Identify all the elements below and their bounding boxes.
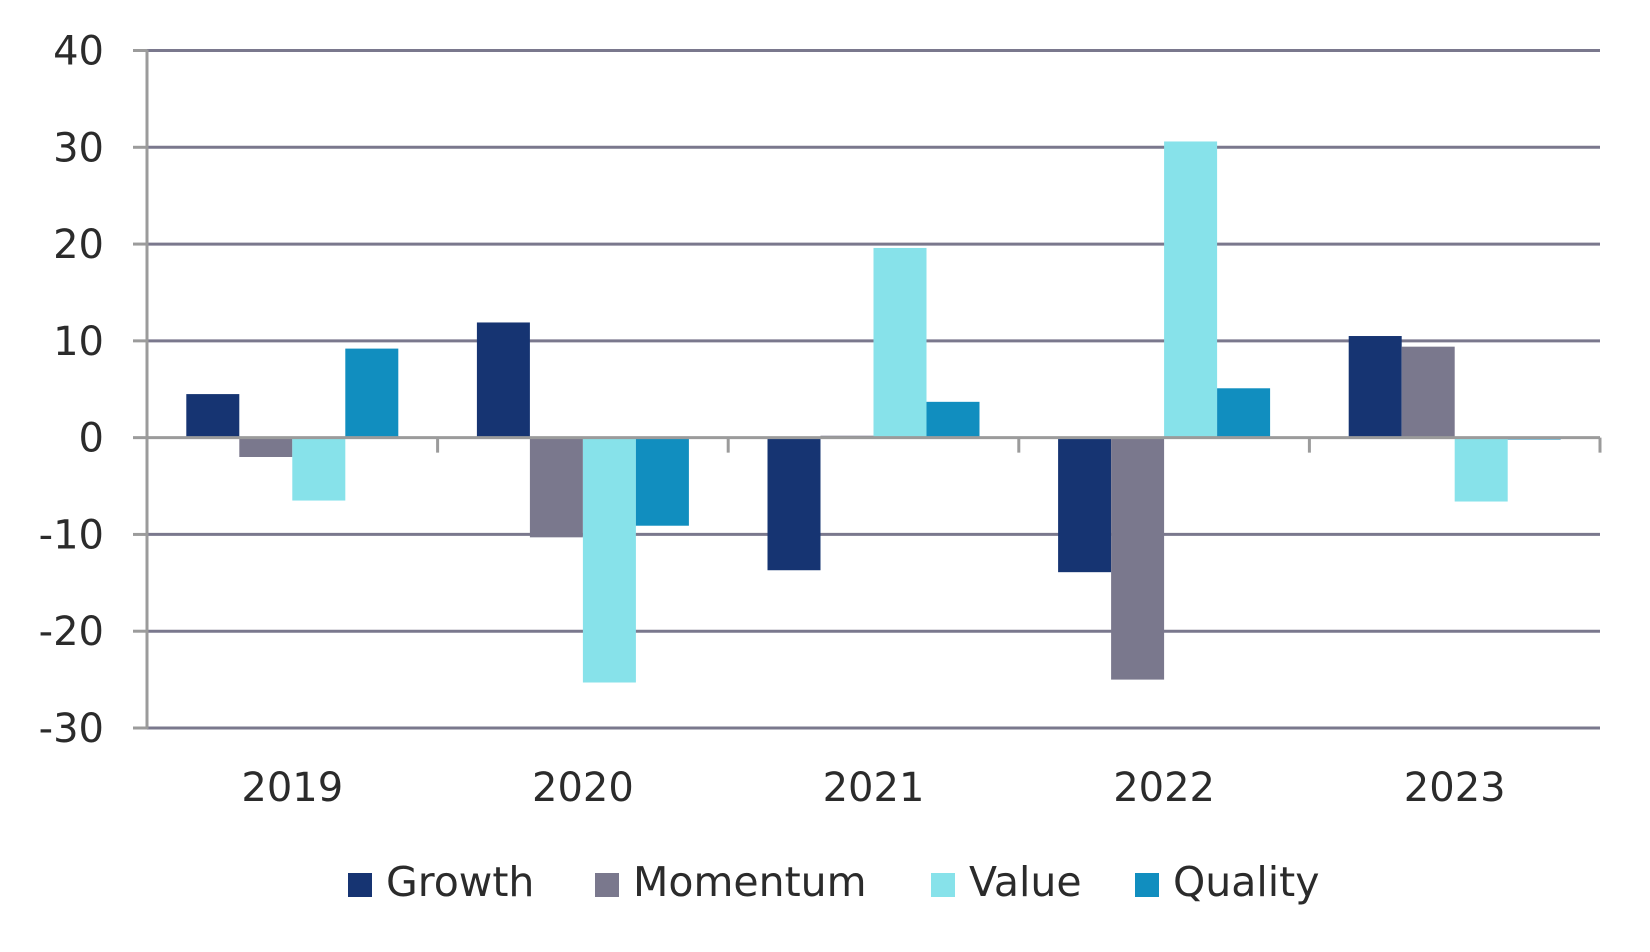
bars bbox=[186, 141, 1561, 683]
bar-momentum-2019 bbox=[239, 437, 293, 457]
y-tick-label: -10 bbox=[39, 512, 104, 558]
bar-momentum-2023 bbox=[1401, 346, 1455, 438]
x-tick-label: 2023 bbox=[1404, 765, 1506, 811]
x-tick-label: 2022 bbox=[1113, 765, 1215, 811]
legend-label-quality: Quality bbox=[1173, 858, 1320, 906]
x-tick-label: 2021 bbox=[823, 765, 925, 811]
legend-item-momentum: Momentum bbox=[595, 860, 867, 904]
x-tick-label: 2020 bbox=[532, 765, 634, 811]
legend-item-growth: Growth bbox=[348, 860, 534, 904]
bar-value-2022 bbox=[1164, 141, 1218, 438]
bar-growth-2019 bbox=[186, 394, 240, 438]
bar-quality-2020 bbox=[635, 437, 689, 526]
axes bbox=[133, 49, 1602, 730]
bar-growth-2022 bbox=[1058, 437, 1112, 573]
legend-swatch-value bbox=[931, 873, 955, 897]
legend-swatch-momentum bbox=[595, 873, 619, 897]
bar-growth-2021 bbox=[767, 437, 821, 571]
bar-momentum-2022 bbox=[1111, 437, 1165, 680]
legend-swatch-growth bbox=[348, 873, 372, 897]
legend-item-quality: Quality bbox=[1135, 860, 1320, 904]
y-tick-label: 20 bbox=[53, 222, 104, 268]
y-tick-label: 10 bbox=[53, 319, 104, 365]
legend-swatch-quality bbox=[1135, 873, 1159, 897]
bar-growth-2023 bbox=[1348, 336, 1402, 438]
legend-label-value: Value bbox=[969, 858, 1082, 906]
y-tick-label: -20 bbox=[39, 609, 104, 655]
legend-item-value: Value bbox=[931, 860, 1082, 904]
bar-momentum-2020 bbox=[529, 437, 583, 538]
bar-value-2020 bbox=[582, 437, 636, 683]
legend-label-growth: Growth bbox=[386, 858, 535, 906]
x-tick-label: 2019 bbox=[241, 765, 343, 811]
bar-quality-2019 bbox=[345, 348, 399, 438]
y-tick-label: 30 bbox=[53, 125, 104, 171]
bar-value-2023 bbox=[1454, 437, 1508, 502]
bar-value-2021 bbox=[873, 247, 927, 438]
bar-value-2019 bbox=[292, 437, 346, 501]
y-tick-label: -30 bbox=[39, 706, 104, 752]
y-axis-tick-labels: 40 30 20 10 0 -10 -20 -30 bbox=[39, 29, 104, 753]
bar-growth-2020 bbox=[476, 322, 530, 438]
y-tick-label: 40 bbox=[53, 29, 104, 75]
y-tick-label: 0 bbox=[79, 416, 104, 462]
gridlines bbox=[147, 49, 1600, 730]
x-axis-tick-labels: 2019 2020 2021 2022 2023 bbox=[241, 765, 1505, 811]
bar-quality-2022 bbox=[1217, 388, 1271, 438]
legend: Growth Momentum Value Quality bbox=[0, 860, 1650, 910]
legend-label-momentum: Momentum bbox=[633, 858, 867, 906]
bar-quality-2021 bbox=[926, 401, 980, 438]
